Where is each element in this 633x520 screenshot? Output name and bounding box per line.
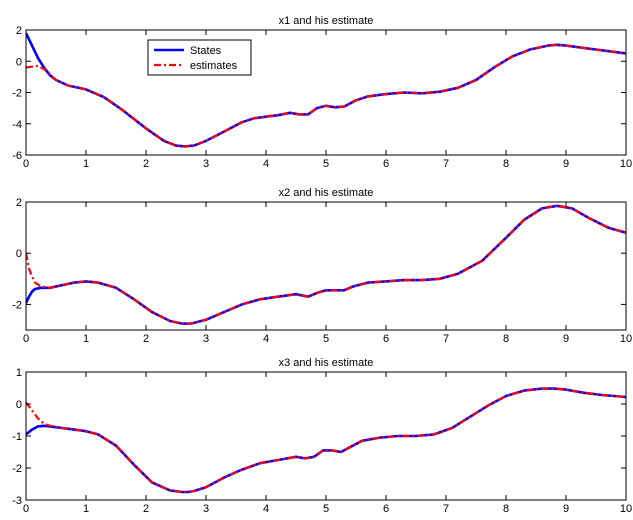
y-tick-label: -2 — [12, 299, 22, 311]
axes-box — [25, 371, 627, 501]
y-tick-label: 0 — [16, 56, 22, 68]
series-line-States — [26, 387, 626, 494]
x-tick-label: 8 — [503, 158, 509, 170]
x-tick-label: 2 — [143, 333, 149, 345]
x-tick-label: 9 — [563, 503, 569, 515]
subplot-3: x3 and his estimate 0 1 2 3 4 5 6 7 8 9 10 -3 -2 -1 0 1 — [12, 357, 632, 515]
x-tick-label: 5 — [323, 333, 329, 345]
x-tick-label: 6 — [383, 503, 389, 515]
x-tick-label: 5 — [323, 503, 329, 515]
series-line-estimates — [26, 204, 626, 325]
x-tick-label: 9 — [563, 333, 569, 345]
x-tick-label: 6 — [383, 158, 389, 170]
x-tick-label: 0 — [23, 158, 29, 170]
y-tick-label: -2 — [12, 88, 22, 100]
x-tick-label: 3 — [203, 503, 209, 515]
x-tick-label: 8 — [503, 503, 509, 515]
legend-label-estimates: estimates — [190, 60, 238, 72]
x-tick-label: 6 — [383, 333, 389, 345]
x-tick-label: 10 — [620, 333, 632, 345]
y-tick-label: 0 — [16, 399, 22, 411]
series-line-States — [26, 204, 626, 325]
y-tick-label: -2 — [12, 463, 22, 475]
x-tick-label: 9 — [563, 158, 569, 170]
x-tick-label: 1 — [83, 503, 89, 515]
series-line-estimates — [26, 43, 626, 148]
legend-box — [147, 39, 252, 76]
subplot-1: x1 and his estimate 0 1 2 3 4 5 6 7 8 9 10 -6 -4 -2 0 2 S… — [12, 15, 632, 170]
y-tick-label: 1 — [16, 367, 22, 379]
x-tick-label: 1 — [83, 158, 89, 170]
legend: States estimates — [147, 39, 252, 76]
x-tick-label: 1 — [83, 333, 89, 345]
y-tick-label: -1 — [12, 431, 22, 443]
series-line-States — [26, 32, 626, 148]
x-tick-label: 10 — [620, 158, 632, 170]
y-tick-label: -6 — [12, 150, 22, 162]
x-tick-label: 4 — [263, 158, 269, 170]
subplot-title: x2 and his estimate — [279, 187, 374, 199]
subplot-2: x2 and his estimate 0 1 2 3 4 5 6 7 8 9 10 -2 0 2 — [12, 187, 632, 345]
x-tick-label: 10 — [620, 503, 632, 515]
x-tick-label: 7 — [443, 503, 449, 515]
x-tick-label: 4 — [263, 503, 269, 515]
x-tick-label: 3 — [203, 158, 209, 170]
x-tick-label: 5 — [323, 158, 329, 170]
subplot-title: x3 and his estimate — [279, 357, 374, 369]
legend-label-States: States — [190, 45, 222, 57]
x-tick-label: 7 — [443, 333, 449, 345]
series-line-estimates — [26, 387, 626, 494]
x-tick-label: 0 — [23, 503, 29, 515]
x-tick-label: 2 — [143, 503, 149, 515]
axes-box — [25, 201, 627, 331]
y-tick-label: -3 — [12, 495, 22, 507]
x-tick-label: 0 — [23, 333, 29, 345]
x-tick-label: 8 — [503, 333, 509, 345]
subplot-title: x1 and his estimate — [279, 15, 374, 27]
x-tick-label: 2 — [143, 158, 149, 170]
x-tick-label: 4 — [263, 333, 269, 345]
y-tick-label: 0 — [16, 248, 22, 260]
y-tick-label: -4 — [12, 119, 22, 131]
y-tick-label: 2 — [16, 25, 22, 37]
y-tick-label: 2 — [16, 197, 22, 209]
x-tick-label: 3 — [203, 333, 209, 345]
x-tick-label: 7 — [443, 158, 449, 170]
